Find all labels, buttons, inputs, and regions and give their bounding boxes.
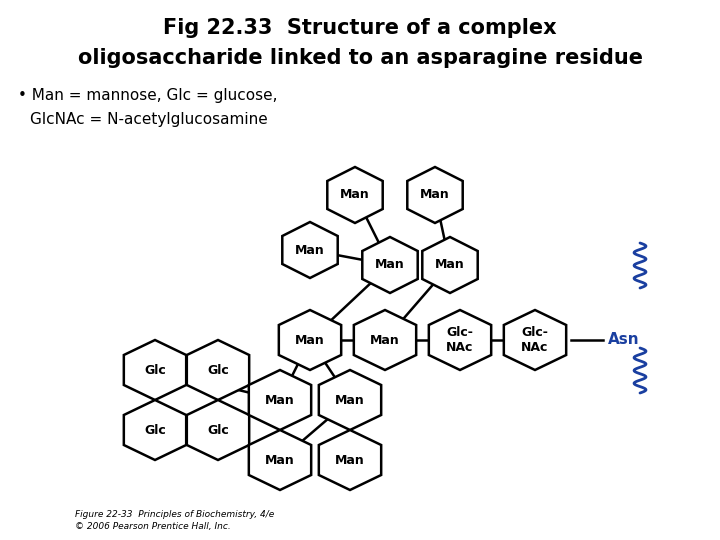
- Text: Man: Man: [420, 188, 450, 201]
- Text: oligosaccharide linked to an asparagine residue: oligosaccharide linked to an asparagine …: [78, 48, 642, 68]
- Polygon shape: [328, 167, 383, 223]
- Text: Man: Man: [295, 244, 325, 256]
- Polygon shape: [279, 310, 341, 370]
- Text: Figure 22-33  Principles of Biochemistry, 4/e: Figure 22-33 Principles of Biochemistry,…: [75, 510, 274, 519]
- Text: GlcNAc = N-acetylglucosamine: GlcNAc = N-acetylglucosamine: [30, 112, 268, 127]
- Text: • Man = mannose, Glc = glucose,: • Man = mannose, Glc = glucose,: [18, 88, 277, 103]
- Text: Man: Man: [375, 259, 405, 272]
- Polygon shape: [429, 310, 491, 370]
- Text: Glc: Glc: [144, 423, 166, 436]
- Text: Glc: Glc: [144, 363, 166, 376]
- Text: Man: Man: [335, 394, 365, 407]
- Text: Glc-
NAc: Glc- NAc: [521, 326, 549, 354]
- Polygon shape: [362, 237, 418, 293]
- Polygon shape: [423, 237, 477, 293]
- Text: Man: Man: [435, 259, 465, 272]
- Text: Man: Man: [340, 188, 370, 201]
- Polygon shape: [186, 400, 249, 460]
- Text: Asn: Asn: [608, 333, 639, 348]
- Polygon shape: [124, 340, 186, 400]
- Polygon shape: [504, 310, 566, 370]
- Polygon shape: [319, 370, 381, 430]
- Polygon shape: [282, 222, 338, 278]
- Text: © 2006 Pearson Prentice Hall, Inc.: © 2006 Pearson Prentice Hall, Inc.: [75, 522, 230, 531]
- Text: Man: Man: [370, 334, 400, 347]
- Text: Man: Man: [265, 394, 295, 407]
- Text: Man: Man: [295, 334, 325, 347]
- Text: Glc-
NAc: Glc- NAc: [446, 326, 474, 354]
- Text: Man: Man: [265, 454, 295, 467]
- Polygon shape: [354, 310, 416, 370]
- Polygon shape: [408, 167, 463, 223]
- Polygon shape: [249, 370, 311, 430]
- Text: Man: Man: [335, 454, 365, 467]
- Polygon shape: [249, 430, 311, 490]
- Polygon shape: [186, 340, 249, 400]
- Text: Fig 22.33  Structure of a complex: Fig 22.33 Structure of a complex: [163, 18, 557, 38]
- Polygon shape: [319, 430, 381, 490]
- Text: Glc: Glc: [207, 363, 229, 376]
- Polygon shape: [124, 400, 186, 460]
- Text: Glc: Glc: [207, 423, 229, 436]
